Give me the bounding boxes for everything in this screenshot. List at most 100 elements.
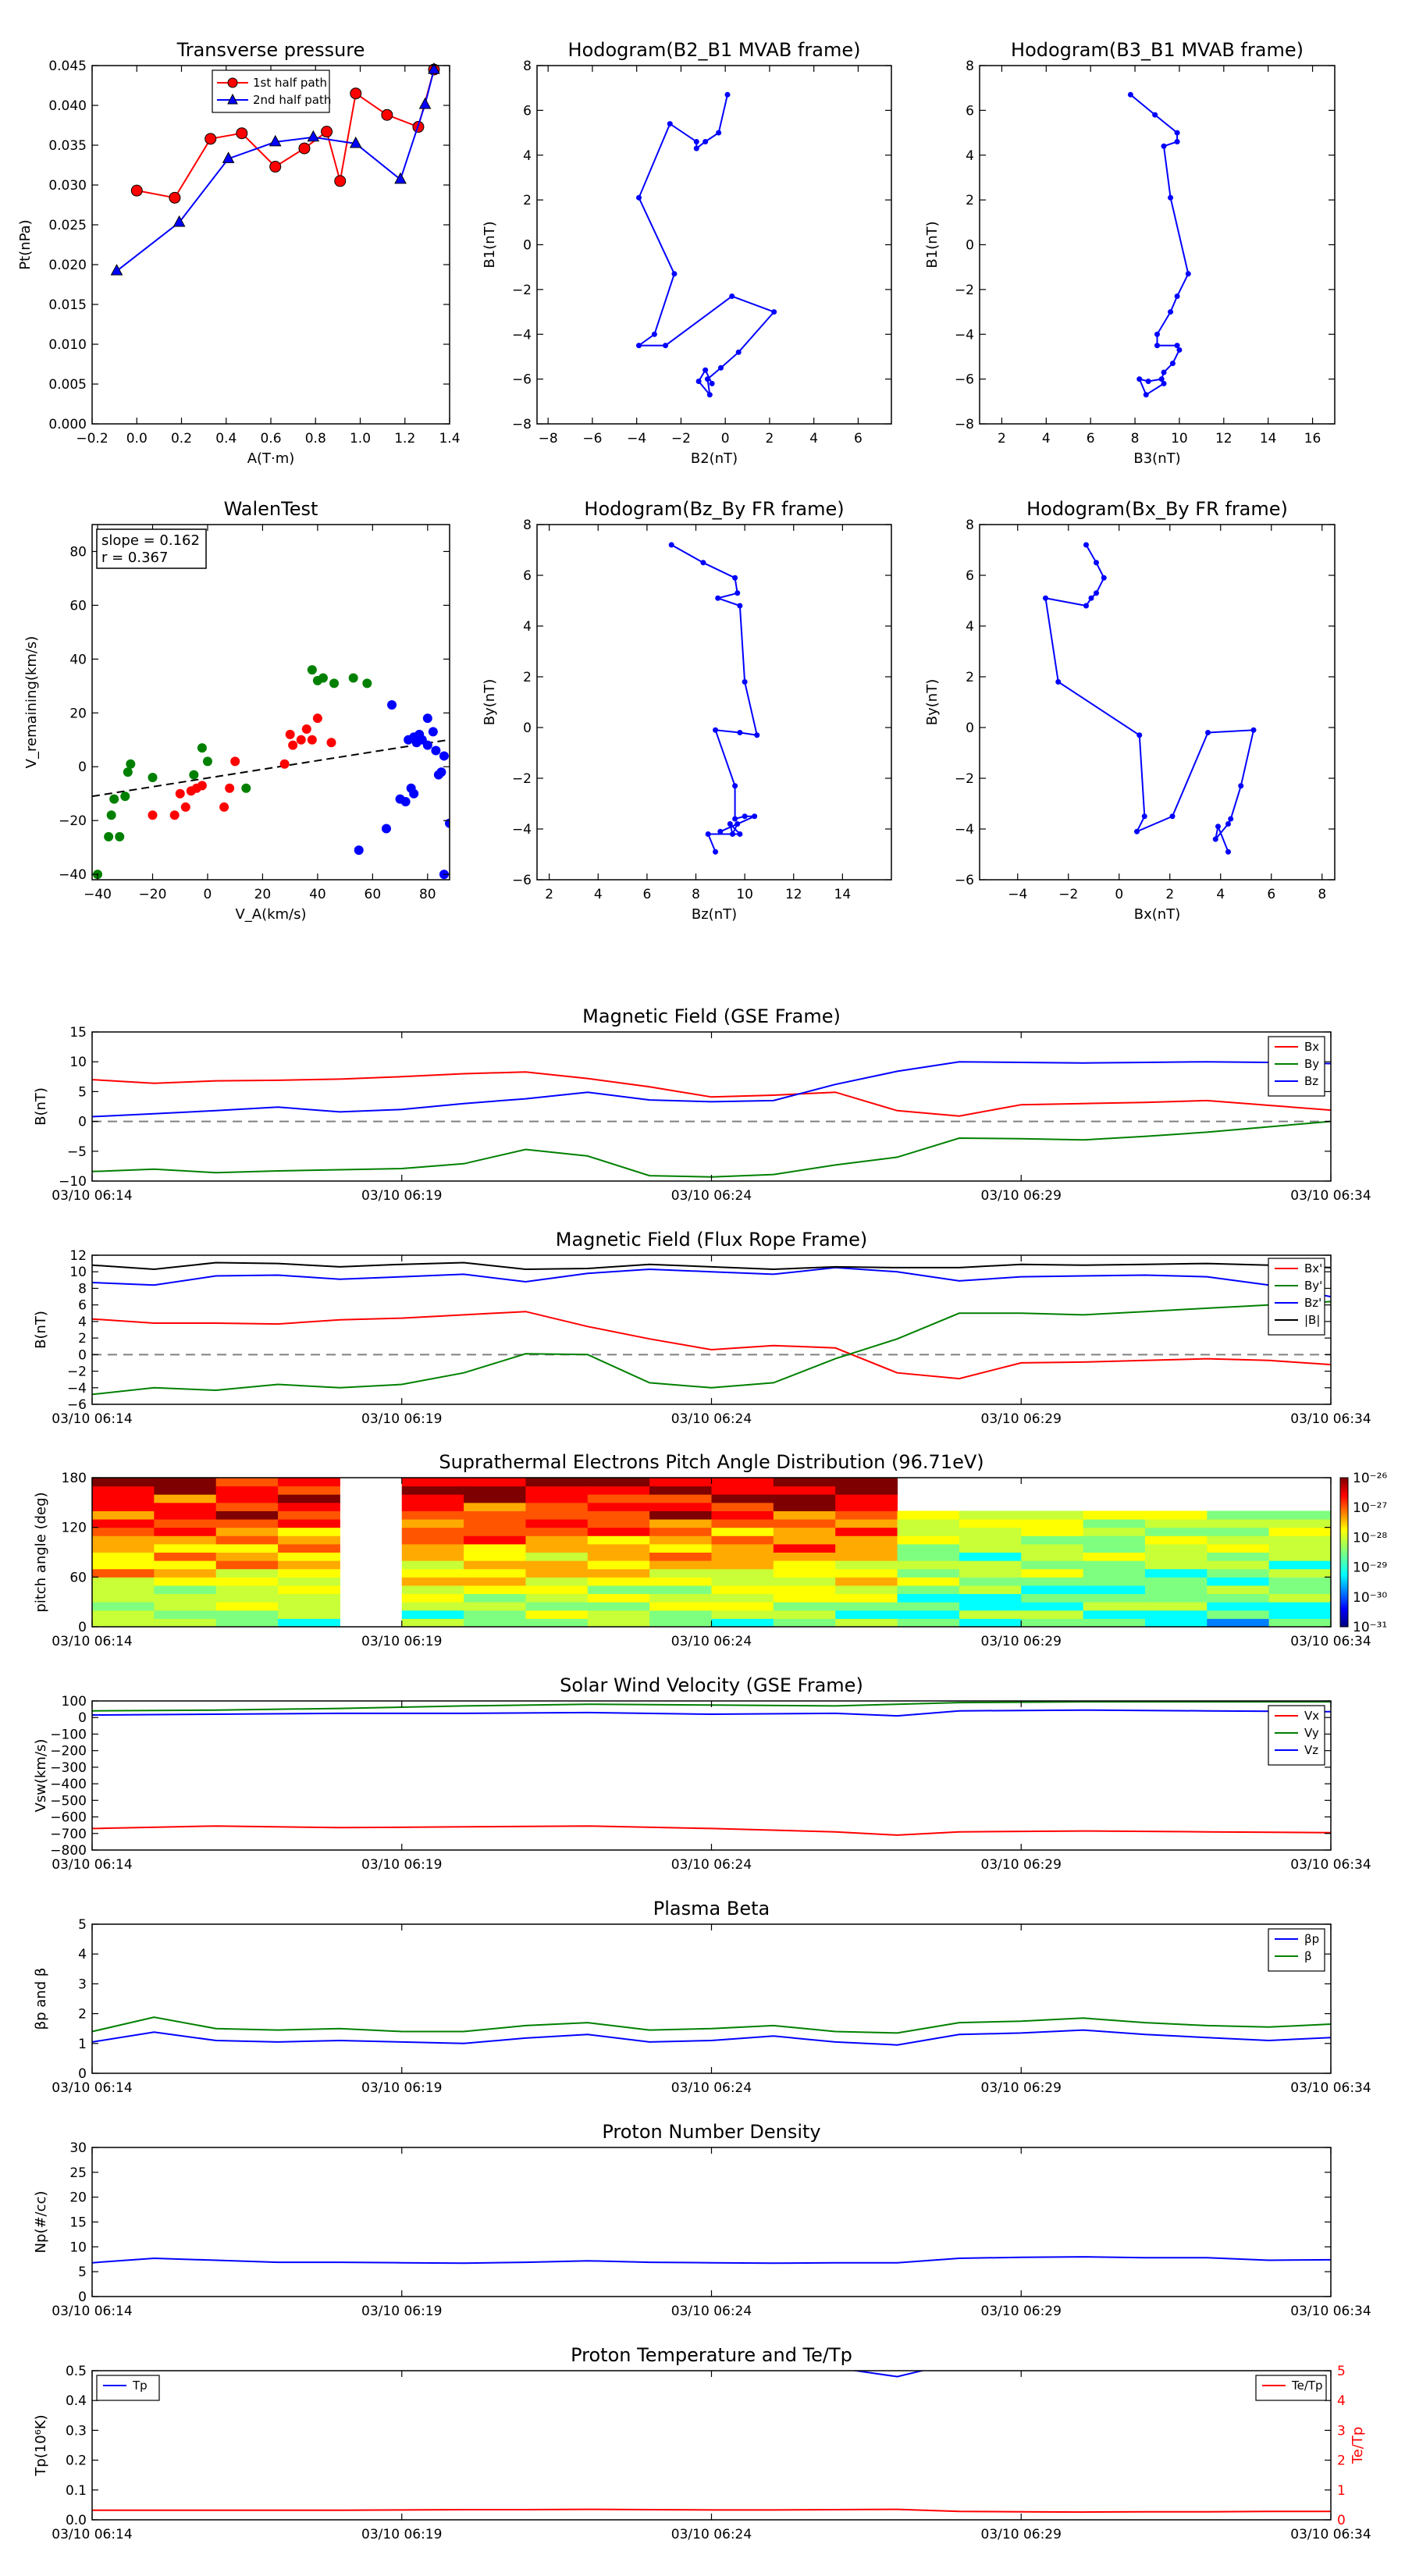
tp-legend-marker (227, 77, 238, 88)
heatmap-cell (1083, 1560, 1146, 1570)
beta-xtick-label: 03/10 06:34 (1290, 2080, 1371, 2096)
heatmap-cell (92, 1502, 155, 1511)
beta-ytick-label: 1 (78, 2037, 87, 2052)
heatmap-cell (401, 1560, 464, 1570)
heatmap-cell (92, 1585, 155, 1595)
beta-xtick-label: 03/10 06:29 (981, 2080, 1062, 2096)
heatmap-cell (773, 1618, 836, 1628)
heatmap-cell (897, 1560, 960, 1570)
mag_fr-ytick-label: 4 (78, 1315, 87, 1330)
temp-xtick-label: 03/10 06:24 (671, 2527, 752, 2542)
heatmap-cell (897, 1535, 960, 1545)
beta-legend-label: β (1304, 1949, 1312, 1963)
heatmap-cell (525, 1478, 589, 1487)
h2-xtick-label: 4 (1042, 431, 1051, 447)
hodogram-point (737, 603, 743, 609)
heatmap-cell (649, 1602, 712, 1611)
h1-xtick-label: −4 (627, 431, 646, 447)
tp-ytick-label: 0.045 (48, 59, 87, 74)
walen-point (148, 773, 158, 783)
series-2-point (222, 151, 235, 163)
heatmap-cell (278, 1602, 340, 1611)
heatmap-cell (1083, 1593, 1146, 1603)
beta-xtick-label: 03/10 06:19 (361, 2080, 442, 2096)
h1-ylabel: B1(nT) (482, 221, 498, 268)
tp-ytick-label: 0.025 (48, 218, 87, 233)
heatmap-cell (649, 1519, 712, 1528)
h2-ytick-label: −6 (955, 372, 974, 388)
beta-xtick-label: 03/10 06:14 (52, 2080, 132, 2096)
mag_fr-ylabel: B(nT) (33, 1311, 49, 1349)
vsw-xtick-label: 03/10 06:29 (981, 1857, 1062, 1873)
heatmap-cell (897, 1510, 960, 1520)
series-1-point (334, 175, 347, 187)
h4-xtick-label: −4 (1008, 887, 1027, 902)
h3-ytick-label: −2 (512, 771, 532, 787)
heatmap-cell (154, 1502, 217, 1511)
hodogram-point (651, 331, 657, 337)
heatmap-cell (215, 1560, 279, 1570)
h4-xtick-label: −2 (1058, 887, 1078, 902)
heatmap-cell (649, 1485, 712, 1495)
hodogram-point (705, 831, 711, 837)
vsw-xtick-label: 03/10 06:19 (361, 1857, 442, 1873)
walen-point (439, 751, 449, 761)
hodogram-point (693, 139, 699, 145)
transverse-pressure-chart: Transverse pressure 0.000 0.005 0.010 0.015 0… (17, 39, 461, 467)
temp-xtick-label: 03/10 06:14 (52, 2527, 132, 2542)
hodogram-point (1145, 378, 1151, 384)
walen-point (422, 713, 432, 724)
h1-ytick-label: −4 (512, 327, 532, 343)
heatmap-cell (959, 1585, 1022, 1595)
vsw-frame (91, 1700, 1332, 1851)
h4-xtick-label: 8 (1318, 887, 1326, 902)
heatmap-cell (401, 1577, 464, 1586)
heatmap-cell (649, 1535, 712, 1545)
heatmap-cell (1021, 1593, 1084, 1603)
hodogram-point (732, 816, 738, 822)
heatmap-cell (92, 1602, 155, 1611)
series-1-point (169, 191, 181, 204)
series-1-point (236, 127, 248, 140)
hodogram-point (636, 343, 642, 349)
heatmap-cell (711, 1593, 774, 1603)
mag_fr-timeseries-chart: Magnetic Field (Flux Rope Frame) −6−4−202… (33, 1229, 1371, 1427)
mag_fr-ytick-label: −2 (67, 1364, 87, 1380)
hodogram-point (737, 831, 743, 837)
h4-ytick-label: 2 (966, 670, 974, 685)
tp-legend-label: 1st half path (253, 76, 327, 90)
mag_gse-ytick-label: 0 (78, 1115, 87, 1130)
h2-ytick-label: −4 (955, 327, 974, 343)
tp-ytick-label: 0.015 (48, 297, 87, 313)
temp-left-legend-label: Tp (132, 2379, 148, 2393)
heatmap-cell (1268, 1510, 1332, 1520)
heatmap-cell (773, 1485, 836, 1495)
h4-xlabel: Bx(nT) (1134, 906, 1180, 923)
heatmap-cell (959, 1602, 1022, 1611)
mag_gse-xtick-label: 03/10 06:19 (361, 1188, 442, 1204)
hodogram-point (1158, 376, 1165, 382)
heatmap-cell (1144, 1560, 1208, 1570)
np-plot-area (92, 2256, 1331, 2265)
heatmap-cell (587, 1577, 650, 1586)
hodogram-point (1205, 730, 1211, 735)
heatmap-cell (154, 1585, 217, 1595)
heatmap-cell (711, 1502, 774, 1511)
heatmap-cell (278, 1543, 340, 1553)
heatmap-cell (1021, 1560, 1084, 1570)
heatmap-cell (711, 1560, 774, 1570)
heatmap-cell (835, 1577, 898, 1586)
heatmap-cell (1083, 1577, 1146, 1586)
mag_fr-plot-area (92, 1261, 1331, 1396)
h2-xtick-label: 10 (1171, 431, 1188, 447)
heatmap-cell (1268, 1560, 1332, 1570)
hodogram-point (1134, 828, 1140, 834)
hodogram-point (737, 730, 743, 735)
hodogram-point (1043, 595, 1048, 601)
tp-xtick-label: 1.4 (439, 431, 460, 447)
beta-ytick-label: 4 (78, 1947, 87, 1962)
heatmap-cell (92, 1510, 155, 1520)
h1-ytick-label: 0 (523, 238, 532, 254)
heatmap-cell (278, 1502, 340, 1511)
